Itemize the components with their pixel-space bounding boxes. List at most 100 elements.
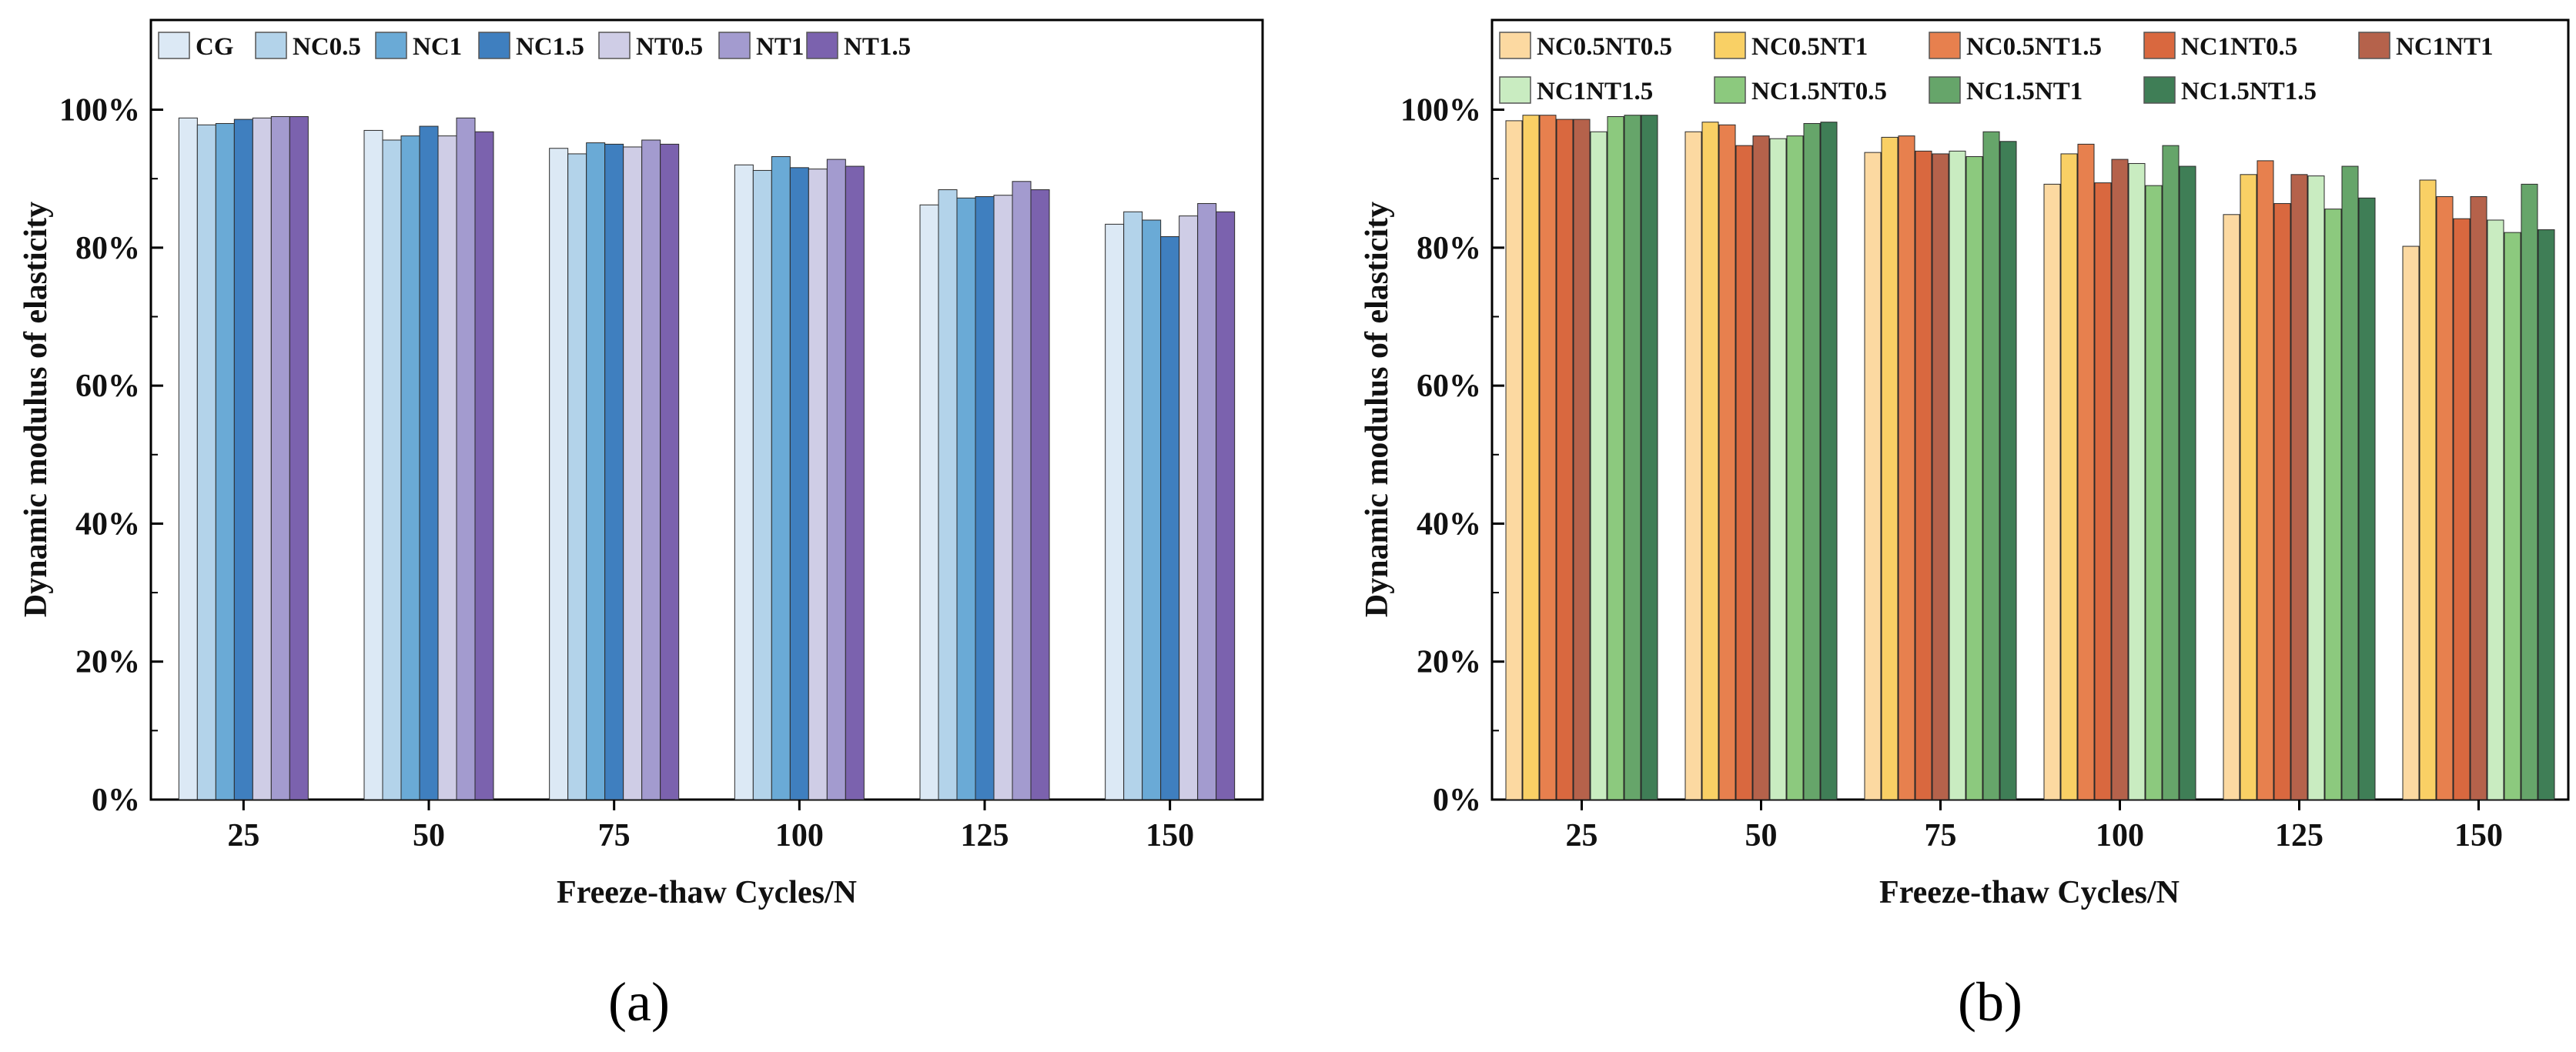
bar-nc0-5-150: [1123, 211, 1143, 800]
y-axis-title-b: Dynamic modulus of elasticity: [1360, 202, 1395, 617]
y-tick-label: 60%: [1417, 369, 1481, 404]
bar-nc0-5nt1-5-75: [1898, 135, 1915, 800]
y-tick-label: 80%: [1417, 231, 1481, 266]
bar-nc1nt1-5-125: [2307, 175, 2325, 800]
legend-label: NT0.5: [636, 33, 703, 61]
bar-cg-150: [1105, 223, 1125, 800]
bar-nc1nt1-5-75: [1949, 150, 1966, 800]
bar-nc1-5nt1-5-25: [1641, 115, 1658, 800]
bar-nc0-5nt0-5-100: [2043, 183, 2061, 800]
bar-nc1-5nt1-50: [1803, 122, 1821, 800]
bar-nc0-5nt1-150: [2419, 179, 2437, 800]
legend-label: NT1.5: [844, 33, 911, 61]
bar-nc1nt1-100: [2111, 159, 2129, 800]
x-tick-label: 150: [1146, 818, 1194, 853]
bar-nc1nt1-75: [1932, 153, 1949, 800]
legend-label: NC0.5NT1: [1751, 33, 1868, 61]
bar-nc1-5nt1-5-50: [1820, 122, 1838, 800]
bar-nc1-5-150: [1160, 235, 1180, 800]
bar-nc1-5nt1-75: [1982, 131, 2000, 800]
bar-nt1-5-75: [660, 143, 680, 800]
bar-nc1-5-50: [419, 125, 439, 800]
y-tick-label: 0%: [1433, 783, 1481, 818]
bar-nc0-5-25: [196, 124, 216, 800]
legend-swatch: [718, 32, 751, 59]
legend-label: CG: [196, 33, 234, 61]
legend-label: NC1NT1.5: [1537, 78, 1653, 105]
bar-nt0-5-100: [808, 169, 828, 800]
x-tick-label: 75: [1925, 818, 1957, 853]
bar-nc1nt0-5-50: [1735, 145, 1753, 800]
chart-panel-a: 0% 20% 40% 60% 80% 100% 25 50 75 100 125 150 CG NC0…: [18, 18, 1264, 1033]
x-tick-label: 75: [598, 818, 631, 853]
bar-cg-25: [178, 117, 198, 800]
bar-nc0-5nt0-5-150: [2402, 245, 2420, 800]
bar-nc1-5nt1-5-150: [2538, 229, 2555, 800]
legend-label: NC1NT1: [2396, 33, 2494, 61]
bar-nc1nt0-5-100: [2094, 182, 2112, 800]
bar-nc0-5nt1-5-50: [1718, 124, 1736, 800]
legend-swatch: [2143, 32, 2176, 59]
x-tick-label: 150: [2454, 818, 2503, 853]
legend-label: NC0.5NT0.5: [1537, 33, 1672, 61]
x-axis-title-b: Freeze-thaw Cycles/N: [1879, 875, 2180, 910]
bar-nt1-25: [270, 116, 290, 800]
bars-a: [178, 116, 1236, 800]
bar-nt1-125: [1012, 181, 1032, 800]
panel-label-a: (a): [608, 971, 670, 1033]
bar-nc1-5nt1-100: [2162, 145, 2180, 800]
bar-nc0-5nt1-5-125: [2257, 160, 2274, 800]
legend-label: NC1.5NT0.5: [1751, 78, 1887, 105]
bar-nc1-75: [586, 142, 606, 800]
y-axis-a: 0% 20% 40% 60% 80% 100%: [59, 93, 163, 818]
bar-nc1-100: [771, 155, 791, 800]
bar-nc1nt1-5-25: [1590, 131, 1607, 800]
bar-nt0-5-25: [252, 117, 272, 800]
plot-frame-a: [149, 18, 1264, 801]
bar-nc0-5nt0-5-50: [1684, 131, 1702, 800]
bar-nc0-5nt0-5-125: [2223, 214, 2240, 800]
legend-label: NC1.5: [516, 33, 584, 61]
bar-nc1-50: [400, 135, 420, 800]
bar-nc1-5nt0-5-25: [1607, 116, 1624, 800]
bar-cg-100: [734, 164, 754, 800]
x-tick-label: 125: [961, 818, 1009, 853]
bar-nc1-5nt0-5-125: [2324, 209, 2342, 800]
legend-label: NC1: [413, 33, 462, 61]
bar-nc0-5nt1-5-150: [2436, 195, 2454, 800]
y-tick-label: 20%: [75, 645, 140, 680]
legend-swatch: [1929, 32, 1961, 59]
bar-nc1nt1-5-150: [2487, 219, 2504, 800]
legend-swatch: [1929, 76, 1961, 104]
bar-nc1-5-125: [975, 195, 995, 800]
bars-b: [1505, 115, 2555, 800]
panel-label-b: (b): [1958, 971, 2022, 1033]
legend-swatch: [375, 32, 407, 59]
chart-panel-b: 0% 20% 40% 60% 80% 100% 25 50 75 100 125 150 NC0.5…: [1360, 18, 2570, 1033]
x-tick-label: 50: [1745, 818, 1778, 853]
bar-nt1-5-50: [474, 131, 494, 800]
legend-swatch: [2143, 76, 2176, 104]
bar-nc1-5-100: [789, 167, 809, 800]
bar-nc1nt0-5-150: [2453, 218, 2471, 800]
bar-nt0-5-50: [437, 135, 457, 800]
bar-nc1-5nt0-5-150: [2504, 232, 2521, 800]
bar-nc1-5-75: [604, 143, 624, 800]
bar-nc1-125: [956, 197, 976, 800]
bar-nt0-5-150: [1179, 215, 1199, 800]
bar-nc0-5-125: [938, 189, 958, 800]
x-tick-label: 125: [2275, 818, 2323, 853]
bar-nt1-50: [456, 117, 476, 800]
bar-nc0-5nt0-5-75: [1864, 152, 1882, 800]
bar-nc1nt0-5-125: [2273, 202, 2291, 800]
plot-frame-b: [1490, 18, 2570, 801]
legend-swatch: [255, 32, 287, 59]
bar-nc0-5nt1-50: [1701, 122, 1719, 800]
bar-nc1nt1-150: [2470, 195, 2487, 800]
y-tick-label: 0%: [92, 783, 140, 818]
y-tick-label: 100%: [1400, 93, 1481, 129]
bar-nt0-5-125: [993, 195, 1013, 800]
bar-nc1nt1-5-50: [1769, 138, 1787, 800]
bar-nc0-5nt1-100: [2060, 153, 2078, 800]
bar-nc0-5nt0-5-25: [1505, 120, 1523, 800]
